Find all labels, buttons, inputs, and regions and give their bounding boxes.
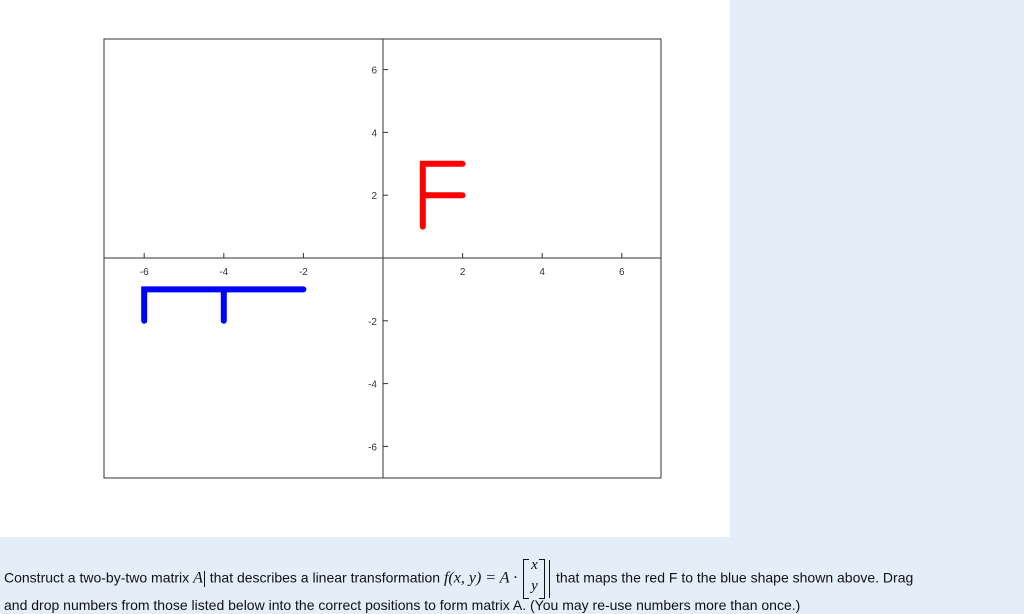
y-tick-label: -2	[368, 317, 377, 328]
y-tick-label: 4	[371, 128, 377, 139]
y-tick-label: 2	[371, 191, 377, 202]
question-text: Construct a two-by-two matrix	[4, 569, 194, 586]
figure-panel	[0, 0, 730, 537]
y-tick-label: -4	[368, 380, 377, 391]
y-tick-label: -6	[368, 442, 377, 453]
red-f-stroke	[419, 160, 466, 230]
y-tick-label: 6	[371, 66, 377, 77]
x-tick-label: 4	[539, 267, 545, 278]
x-tick-label: -2	[299, 267, 308, 278]
vector-y: y	[531, 578, 538, 594]
x-tick-label: -6	[140, 267, 149, 278]
question-text: that maps the red F to the blue shape sh…	[552, 569, 914, 586]
x-tick-label: 2	[460, 267, 466, 278]
x-tick-label: -4	[219, 267, 228, 278]
divider	[549, 560, 551, 598]
question-line-1: Construct a two-by-two matrix A that des…	[4, 557, 914, 599]
text-cursor	[203, 571, 205, 587]
question-text: that describes a linear transformation	[205, 569, 444, 586]
matrix-variable: A	[193, 569, 203, 587]
x-tick-label: 6	[619, 267, 625, 278]
vector-x: x	[531, 557, 538, 573]
question-line-2: and drop numbers from those listed below…	[4, 597, 801, 613]
blue-shape-stroke	[141, 286, 307, 324]
plot: -6 -4 -2 2 4 6 6 4 2 -2 -4 -6	[103, 38, 662, 479]
function-formula: f(x, y) = A ·	[443, 569, 518, 587]
